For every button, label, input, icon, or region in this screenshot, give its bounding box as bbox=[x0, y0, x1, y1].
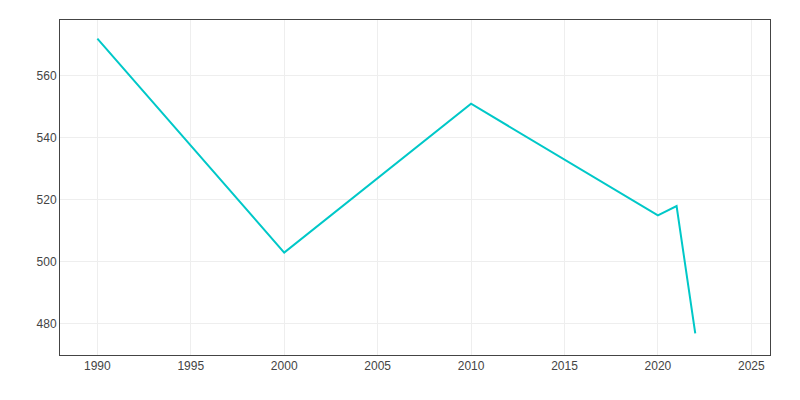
svg-text:480: 480 bbox=[37, 317, 57, 331]
svg-text:2005: 2005 bbox=[364, 359, 391, 373]
svg-text:1995: 1995 bbox=[177, 359, 204, 373]
svg-text:540: 540 bbox=[37, 131, 57, 145]
svg-text:2020: 2020 bbox=[645, 359, 672, 373]
svg-text:500: 500 bbox=[37, 255, 57, 269]
svg-text:1990: 1990 bbox=[84, 359, 111, 373]
svg-text:2000: 2000 bbox=[271, 359, 298, 373]
svg-text:520: 520 bbox=[37, 193, 57, 207]
svg-text:2025: 2025 bbox=[738, 359, 765, 373]
svg-text:560: 560 bbox=[37, 69, 57, 83]
svg-text:2015: 2015 bbox=[551, 359, 578, 373]
svg-text:2010: 2010 bbox=[458, 359, 485, 373]
